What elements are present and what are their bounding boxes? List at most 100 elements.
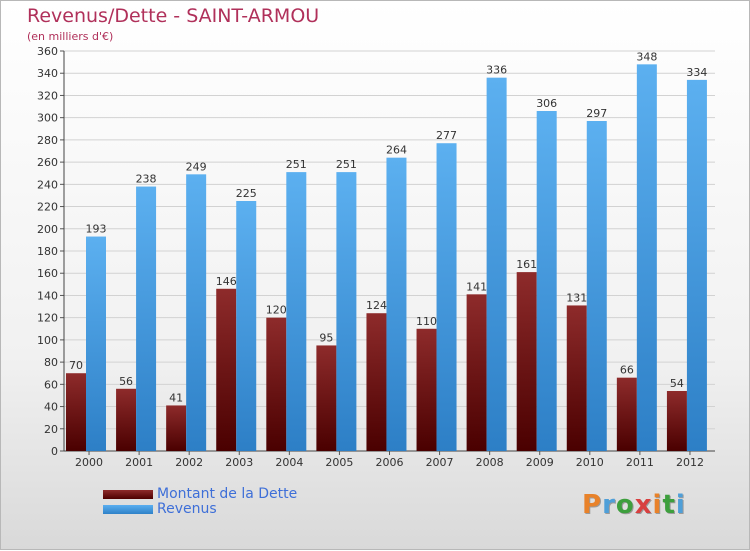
legend-swatch-dette [103, 490, 153, 499]
bar-dette [616, 377, 637, 451]
x-tick-label: 2005 [325, 456, 353, 469]
axis-layer: 0 20 40 60 80 100 120 140 160 180 200 220 240 260 280 3… [37, 45, 715, 469]
bar-layer [66, 64, 707, 452]
bar-dette [466, 294, 487, 451]
y-tick-label: 200 [37, 223, 58, 236]
logo-letter: t [662, 490, 676, 520]
logo-letter: i [675, 490, 686, 520]
logo-letter: r [602, 490, 616, 520]
legend: Montant de la Dette Revenus [103, 487, 297, 517]
data-label: 264 [386, 144, 407, 157]
data-label: 238 [136, 173, 157, 186]
chart-subtitle: (en milliers d'€) [27, 30, 114, 43]
bar-dette [666, 391, 687, 451]
data-label: 348 [636, 50, 657, 63]
y-tick-label: 0 [51, 445, 58, 458]
x-tick-label: 2012 [676, 456, 704, 469]
data-label: 110 [416, 315, 437, 328]
proxiti-logo: Proxiti [582, 490, 686, 520]
y-tick-label: 120 [37, 312, 58, 325]
bar-revenus [186, 174, 207, 452]
x-tick-label: 2000 [75, 456, 103, 469]
bar-revenus [336, 172, 357, 451]
data-label: 70 [69, 359, 83, 372]
bar-revenus [586, 121, 607, 451]
y-tick-label: 140 [37, 289, 58, 302]
y-tick-label: 240 [37, 178, 58, 191]
data-label: 120 [266, 304, 287, 317]
x-tick-label: 2010 [576, 456, 604, 469]
x-tick-label: 2007 [426, 456, 454, 469]
data-label: 297 [586, 107, 607, 120]
y-tick-label: 360 [37, 45, 58, 58]
data-label: 225 [236, 187, 257, 200]
x-tick-label: 2001 [125, 456, 153, 469]
y-tick-label: 20 [44, 423, 58, 436]
bar-revenus [686, 79, 707, 451]
data-label: 161 [516, 258, 537, 271]
legend-item-dette: Montant de la Dette [103, 487, 297, 502]
logo-letter: o [615, 490, 635, 520]
data-label: 193 [86, 223, 107, 236]
bar-revenus [86, 236, 106, 451]
legend-label-dette: Montant de la Dette [157, 486, 298, 502]
y-tick-label: 340 [37, 67, 58, 80]
bar-dette [166, 405, 187, 451]
data-label: 249 [186, 160, 207, 173]
y-tick-label: 300 [37, 112, 58, 125]
logo-letter: P [582, 490, 603, 520]
y-tick-label: 180 [37, 245, 58, 258]
x-tick-label: 2002 [175, 456, 203, 469]
data-label: 251 [336, 158, 357, 171]
bar-dette [66, 373, 86, 451]
y-tick-label: 220 [37, 201, 58, 214]
bar-revenus [636, 64, 657, 452]
bar-revenus [486, 77, 507, 452]
y-tick-label: 260 [37, 156, 58, 169]
bar-dette [266, 317, 287, 451]
x-tick-label: 2003 [225, 456, 253, 469]
data-label: 41 [169, 391, 183, 404]
x-tick-label: 2006 [376, 456, 404, 469]
y-tick-label: 160 [37, 267, 58, 280]
bar-revenus [136, 186, 157, 452]
legend-label-revenus: Revenus [157, 501, 217, 517]
data-label: 306 [536, 97, 557, 110]
data-label-layer: 70 193 56 238 41 249 146 225 120 251 95 251 124 264 11… [69, 50, 707, 404]
bar-dette [566, 305, 587, 451]
logo-letter: i [652, 490, 663, 520]
data-label: 124 [366, 299, 387, 312]
bar-revenus [436, 143, 457, 451]
bar-dette [366, 313, 387, 451]
data-label: 251 [286, 158, 307, 171]
bar-dette [216, 288, 237, 451]
bar-dette [316, 345, 337, 451]
data-label: 66 [620, 364, 634, 377]
y-tick-label: 60 [44, 378, 58, 391]
legend-item-revenus: Revenus [103, 502, 297, 517]
data-label: 334 [686, 66, 707, 79]
x-tick-label: 2009 [526, 456, 554, 469]
chart-title: Revenus/Dette - SAINT-ARMOU [27, 5, 320, 27]
bar-dette [416, 328, 437, 451]
data-label: 95 [319, 331, 333, 344]
bar-revenus [236, 201, 257, 451]
logo-letter: x [634, 490, 653, 520]
y-tick-label: 100 [37, 334, 58, 347]
x-tick-label: 2011 [626, 456, 654, 469]
legend-swatch-revenus [103, 505, 153, 514]
bar-revenus [386, 157, 407, 451]
bar-revenus [286, 172, 307, 451]
y-tick-label: 80 [44, 356, 58, 369]
bar-dette [116, 388, 137, 451]
y-tick-label: 320 [37, 89, 58, 102]
data-label: 54 [670, 377, 684, 390]
bar-dette [516, 272, 537, 451]
data-label: 141 [466, 280, 487, 293]
y-tick-label: 280 [37, 134, 58, 147]
y-tick-label: 40 [44, 401, 58, 414]
data-label: 131 [566, 291, 587, 304]
x-tick-label: 2004 [275, 456, 303, 469]
data-label: 336 [486, 64, 507, 77]
